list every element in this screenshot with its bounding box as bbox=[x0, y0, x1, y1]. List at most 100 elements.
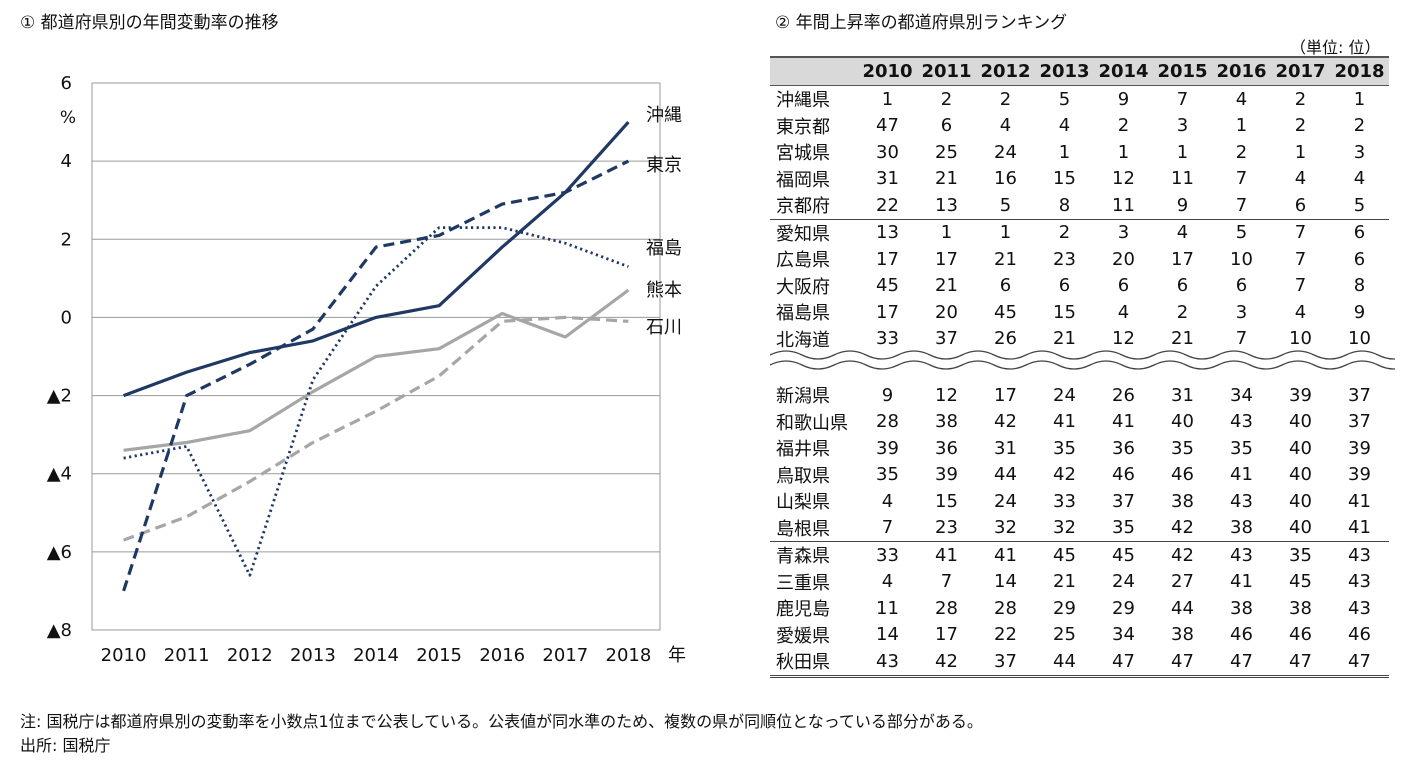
rank-cell: 21 bbox=[1171, 328, 1194, 350]
line-chart: 6 4 2 0 ▲2 ▲4 ▲6 ▲8% 2010 2011 2012 2013 2014 2015 201… bbox=[47, 73, 686, 666]
prefecture-cell: 三重県 bbox=[776, 572, 830, 594]
table-row: 愛知県 13 1 1 2 3 4 5 7 6 bbox=[770, 218, 1389, 246]
rank-cell: 39 bbox=[935, 464, 958, 486]
series-label: 沖縄 bbox=[646, 105, 682, 126]
table-row: 福島県 17 20 45 15 4 2 3 4 9 bbox=[770, 299, 1389, 326]
rank-cell: 46 bbox=[1348, 624, 1371, 646]
rank-cell: 38 bbox=[1289, 597, 1312, 619]
rank-cell: 44 bbox=[994, 464, 1017, 486]
rank-cell: 47 bbox=[1094, 648, 1153, 678]
rank-cell: 47 bbox=[1330, 648, 1389, 678]
year-header: 2018 bbox=[1330, 56, 1389, 86]
x-tick-label: 2017 bbox=[542, 645, 588, 666]
rank-cell: 1 bbox=[1176, 141, 1189, 163]
rank-cell: 43 bbox=[1348, 571, 1371, 593]
prefecture-cell: 福島県 bbox=[776, 303, 830, 325]
rank-cell: 7 bbox=[1271, 218, 1330, 246]
rank-cell: 4 bbox=[1153, 218, 1212, 246]
y-tick-label: 4 bbox=[61, 151, 72, 172]
rank-cell: 24 bbox=[994, 141, 1017, 163]
rank-cell: 32 bbox=[1053, 517, 1076, 539]
rank-cell: 46 bbox=[1112, 464, 1135, 486]
series-line-3 bbox=[123, 288, 630, 452]
rank-cell: 10 bbox=[1230, 248, 1253, 270]
rank-cell: 21 bbox=[1053, 571, 1076, 593]
table-row: 島根県 7 23 32 32 35 42 38 40 41 bbox=[770, 515, 1389, 542]
rank-cell: 13 bbox=[935, 194, 958, 216]
x-tick-label: 2015 bbox=[416, 645, 462, 666]
rank-cell: 7 bbox=[1235, 194, 1248, 216]
rank-cell: 12 bbox=[935, 384, 958, 406]
rank-cell: 11 bbox=[1112, 194, 1135, 216]
rank-cell: 43 bbox=[1230, 490, 1253, 512]
rank-cell: 2 bbox=[940, 88, 953, 110]
rank-cell: 17 bbox=[935, 624, 958, 646]
y-tick-label: ▲4 bbox=[47, 464, 72, 485]
plot-area bbox=[91, 82, 661, 631]
rank-cell: 5 bbox=[1353, 194, 1366, 216]
rank-cell: 2 bbox=[1176, 301, 1189, 323]
rank-cell: 14 bbox=[876, 624, 899, 646]
x-tick-label: 2012 bbox=[227, 645, 273, 666]
prefecture-cell: 鳥取県 bbox=[776, 465, 830, 487]
prefecture-cell: 愛媛県 bbox=[776, 625, 830, 647]
rank-cell: 6 bbox=[940, 115, 953, 137]
rank-cell: 1 bbox=[1058, 141, 1071, 163]
rank-cell: 26 bbox=[994, 328, 1017, 350]
rank-cell: 41 bbox=[1230, 464, 1253, 486]
ranking-table: 2010 2011 2012 2013 2014 2015 2016 2017 2018 沖縄県… bbox=[770, 56, 1389, 678]
table-row: 愛媛県 14 17 22 25 34 38 46 46 46 bbox=[770, 622, 1389, 649]
rank-cell: 29 bbox=[1112, 597, 1135, 619]
rank-cell: 26 bbox=[1112, 384, 1135, 406]
rank-cell: 28 bbox=[935, 597, 958, 619]
rank-cell: 7 bbox=[1294, 248, 1307, 270]
rank-cell: 22 bbox=[994, 624, 1017, 646]
rank-cell: 7 bbox=[1235, 168, 1248, 190]
rank-cell: 4 bbox=[1117, 301, 1130, 323]
prefecture-cell: 島根県 bbox=[776, 518, 830, 540]
series-label: 東京 bbox=[646, 155, 682, 176]
rank-cell: 37 bbox=[1348, 384, 1371, 406]
source-note: 出所: 国税庁 bbox=[20, 736, 111, 755]
rank-cell: 21 bbox=[994, 248, 1017, 270]
rank-cell: 42 bbox=[1171, 517, 1194, 539]
series-line-2 bbox=[123, 226, 629, 577]
rank-cell: 11 bbox=[1171, 168, 1194, 190]
rank-cell: 23 bbox=[1053, 248, 1076, 270]
table-row: 沖縄県 1 2 2 5 9 7 4 2 1 bbox=[770, 86, 1389, 113]
y-tick-label: ▲2 bbox=[47, 386, 72, 407]
table-unit: （単位: 位） bbox=[1290, 38, 1381, 57]
rank-cell: 11 bbox=[876, 597, 899, 619]
rank-cell: 1 bbox=[1235, 115, 1248, 137]
rank-cell: 40 bbox=[1171, 411, 1194, 433]
rank-cell: 1 bbox=[1353, 88, 1366, 110]
prefecture-cell: 沖縄県 bbox=[776, 90, 830, 112]
rank-cell: 42 bbox=[994, 411, 1017, 433]
rank-cell: 17 bbox=[876, 301, 899, 323]
rank-cell: 41 bbox=[1348, 517, 1371, 539]
rank-cell: 35 bbox=[1053, 437, 1076, 459]
rank-cell: 27 bbox=[1171, 571, 1194, 593]
rank-cell: 29 bbox=[1053, 597, 1076, 619]
rank-cell: 5 bbox=[1212, 218, 1271, 246]
x-tick-label: 2018 bbox=[606, 645, 652, 666]
rank-cell: 38 bbox=[1230, 597, 1253, 619]
x-tick-label: 2010 bbox=[101, 645, 147, 666]
year-header: 2016 bbox=[1212, 56, 1271, 86]
rank-cell: 1 bbox=[917, 218, 976, 246]
x-tick-label: 2016 bbox=[479, 645, 525, 666]
rank-cell: 5 bbox=[1058, 88, 1071, 110]
prefecture-cell: 東京都 bbox=[776, 116, 830, 138]
rank-cell: 37 bbox=[1112, 490, 1135, 512]
rank-cell: 5 bbox=[999, 194, 1012, 216]
rank-cell: 36 bbox=[1112, 437, 1135, 459]
series-label: 熊本 bbox=[646, 280, 682, 301]
rank-cell: 38 bbox=[1171, 490, 1194, 512]
rank-cell: 12 bbox=[1112, 328, 1135, 350]
rank-cell: 9 bbox=[1117, 88, 1130, 110]
rank-cell: 47 bbox=[1153, 648, 1212, 678]
footnote: 注: 国税庁は都道府県別の変動率を小数点1位まで公表している。公表値が同水準のた… bbox=[20, 712, 983, 731]
rank-cell: 25 bbox=[1053, 624, 1076, 646]
rank-cell: 4 bbox=[1353, 168, 1366, 190]
rank-cell: 2 bbox=[1353, 115, 1366, 137]
